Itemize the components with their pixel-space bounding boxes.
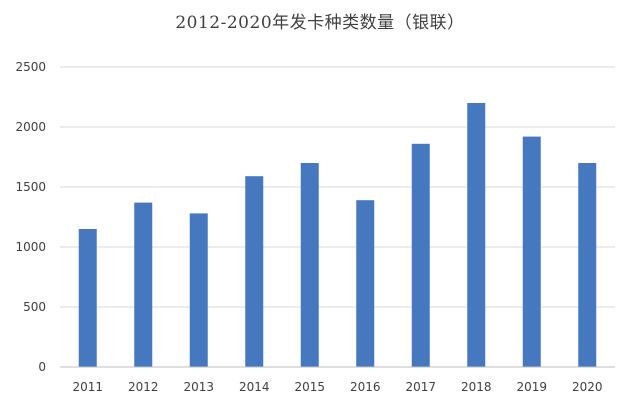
y-tick-label: 0 [38, 360, 46, 374]
y-tick-label: 2000 [15, 120, 46, 134]
x-tick-label: 2016 [350, 380, 381, 394]
tick-labels: 0 500 1000 1500 2000 2500 2011 2012 2013 2014 2015… [15, 60, 602, 394]
bar-2016 [356, 200, 375, 367]
y-tick-label: 1500 [15, 180, 46, 194]
x-tick-label: 2017 [405, 380, 436, 394]
bar-2017 [411, 143, 430, 367]
y-tick-label: 2500 [15, 60, 46, 74]
bar-2019 [522, 136, 541, 367]
bar-2013 [189, 213, 208, 367]
x-tick-label: 2019 [516, 380, 547, 394]
x-tick-label: 2012 [128, 380, 159, 394]
bars [78, 103, 597, 367]
x-tick-label: 2014 [239, 380, 270, 394]
x-tick-label: 2015 [294, 380, 325, 394]
x-tick-label: 2013 [183, 380, 214, 394]
chart-title: 2012-2020年发卡种类数量（银联） [175, 13, 465, 33]
y-tick-label: 1000 [15, 240, 46, 254]
x-tick-label: 2020 [572, 380, 603, 394]
bar-2015 [300, 163, 319, 367]
x-tick-label: 2011 [72, 380, 103, 394]
bar-2020 [578, 163, 597, 367]
bar-2014 [245, 176, 264, 367]
gridlines [60, 66, 615, 308]
bar-2018 [467, 103, 486, 367]
bar-2012 [134, 202, 153, 367]
x-tick-label: 2018 [461, 380, 492, 394]
bar-2011 [78, 229, 97, 367]
y-tick-label: 500 [23, 300, 46, 314]
